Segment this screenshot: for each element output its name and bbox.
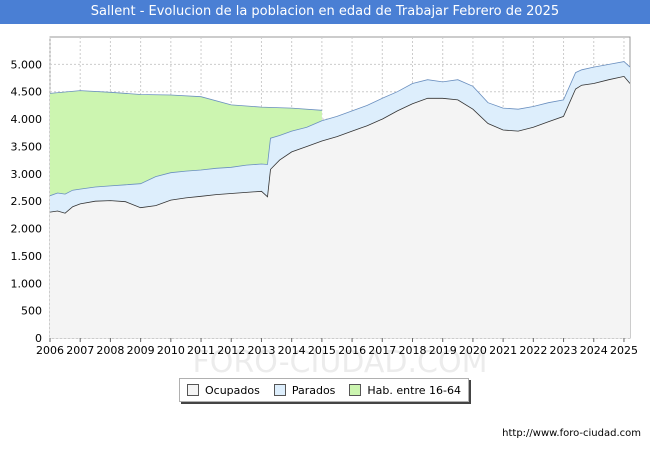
x-tick-label: 2014: [278, 344, 306, 357]
line-ocupados: [50, 75, 630, 214]
y-tick-label: 3.000: [11, 168, 43, 181]
y-tick-label: 5.000: [11, 58, 43, 71]
x-tick-label: 2022: [519, 344, 547, 357]
legend-item-habitantes: Hab. entre 16-64: [349, 384, 461, 397]
x-tick-label: 2023: [550, 344, 578, 357]
y-tick-label: 0: [35, 332, 42, 345]
footer-url[interactable]: http://www.foro-ciudad.com: [502, 428, 641, 439]
x-tick-label: 2009: [127, 344, 155, 357]
x-tick-label: 2012: [217, 344, 245, 357]
x-tick-label: 2006: [36, 344, 64, 357]
x-tick-label: 2021: [489, 344, 517, 357]
x-tick-label: 2011: [187, 344, 215, 357]
y-tick-label: 4.500: [11, 86, 43, 99]
y-tick-label: 1.500: [11, 250, 43, 263]
x-axis-ticks: 2006 2007 2008 2009 2010 2011 2012 2013 2014 2015…: [36, 338, 638, 357]
x-tick-label: 2020: [459, 344, 487, 357]
area-ocupados: [50, 76, 630, 338]
x-tick-label: 2025: [610, 344, 638, 357]
x-tick-label: 2017: [368, 344, 396, 357]
legend: Ocupados Parados Hab. entre 16-64: [179, 378, 469, 402]
legend-swatch-habitantes: [349, 384, 362, 396]
legend-swatch-ocupados: [186, 384, 199, 396]
legend-item-parados: Parados: [273, 383, 336, 397]
legend-item-ocupados: Ocupados: [186, 383, 260, 397]
x-tick-label: 2010: [157, 344, 185, 357]
legend-label-parados: Parados: [291, 383, 336, 397]
y-tick-label: 500: [21, 305, 42, 318]
legend-label-habitantes: Hab. entre 16-64: [367, 383, 461, 397]
y-axis-ticks: 0 500 1.000 1.500 2.000 2.500 3.000 3.500 4.000 4…: [11, 58, 43, 345]
y-tick-label: 2.000: [11, 223, 43, 236]
x-tick-label: 2018: [399, 344, 427, 357]
y-tick-label: 3.500: [11, 140, 43, 153]
x-tick-label: 2016: [338, 344, 366, 357]
x-tick-label: 2013: [247, 344, 275, 357]
line-parados: [50, 61, 630, 197]
y-tick-label: 4.000: [11, 113, 43, 126]
chart-title: Sallent - Evolucion de la poblacion en e…: [0, 0, 650, 24]
x-tick-label: 2007: [66, 344, 94, 357]
watermark: FORO-CIUDAD.COM: [193, 345, 488, 380]
line-hab-entre-16-64: [50, 90, 322, 111]
x-tick-label: 2008: [96, 344, 124, 357]
x-tick-label: 2024: [580, 344, 608, 357]
legend-label-ocupados: Ocupados: [204, 383, 260, 397]
y-tick-label: 1.000: [11, 277, 43, 290]
x-tick-label: 2019: [429, 344, 457, 357]
legend-swatch-parados: [273, 384, 286, 396]
x-tick-label: 2015: [308, 344, 336, 357]
y-tick-label: 2.500: [11, 195, 43, 208]
series-areas: [50, 61, 630, 338]
